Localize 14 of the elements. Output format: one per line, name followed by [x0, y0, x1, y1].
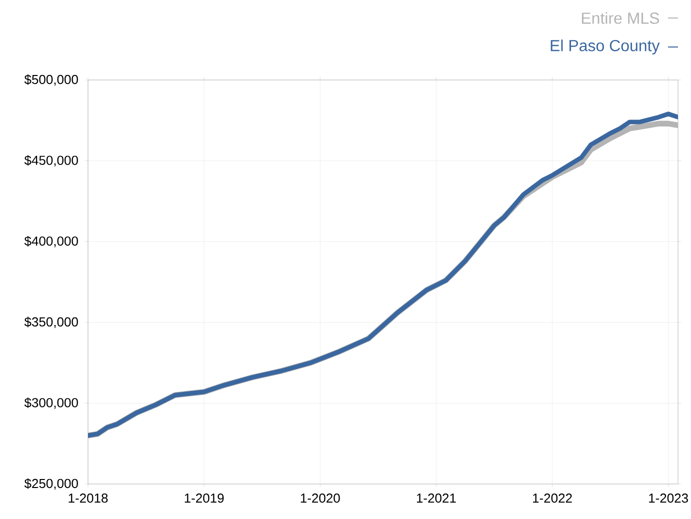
x-tick-label: 1-2020	[300, 494, 340, 503]
y-tick-label: $450,000	[24, 155, 78, 166]
legend-label: Entire MLS	[582, 12, 660, 24]
x-tick-label: 1-2018	[68, 494, 108, 503]
y-tick-label: $500,000	[24, 74, 78, 86]
x-tick-label: 1-2022	[533, 494, 572, 503]
y-tick-label: $350,000	[24, 316, 78, 328]
y-tick-label: $300,000	[24, 398, 78, 409]
legend-label: El Paso County	[550, 40, 660, 54]
y-tick-label: $400,000	[24, 236, 78, 248]
x-tick-label: 1-2021	[416, 494, 456, 503]
x-tick-label: 1-2019	[184, 494, 224, 503]
x-tick-label: 1-2023	[649, 494, 688, 503]
y-tick-label: $250,000	[24, 478, 78, 490]
